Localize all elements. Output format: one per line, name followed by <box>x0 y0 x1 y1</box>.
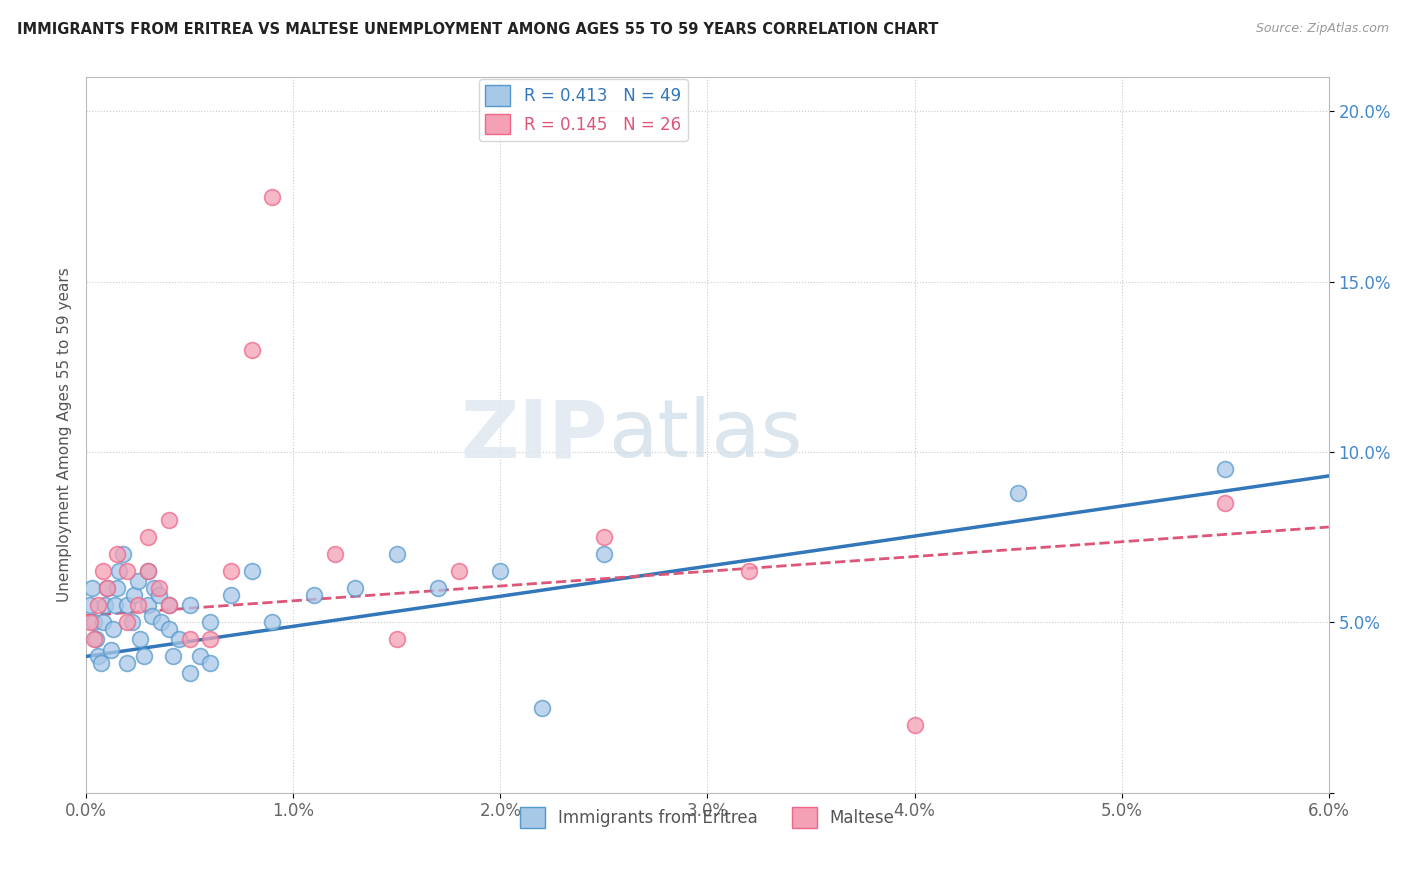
Text: IMMIGRANTS FROM ERITREA VS MALTESE UNEMPLOYMENT AMONG AGES 55 TO 59 YEARS CORREL: IMMIGRANTS FROM ERITREA VS MALTESE UNEMP… <box>17 22 938 37</box>
Point <box>530 700 553 714</box>
Y-axis label: Unemployment Among Ages 55 to 59 years: Unemployment Among Ages 55 to 59 years <box>58 268 72 602</box>
Point <box>82 582 104 596</box>
Point <box>129 632 152 647</box>
Point <box>344 582 367 596</box>
Point <box>87 599 110 613</box>
Point <box>427 582 450 596</box>
Point <box>240 564 263 578</box>
Point <box>162 649 184 664</box>
Point <box>157 599 180 613</box>
Point <box>127 599 149 613</box>
Point <box>91 615 114 630</box>
Point <box>148 582 170 596</box>
Point <box>738 564 761 578</box>
Point <box>117 599 139 613</box>
Point <box>100 642 122 657</box>
Point <box>105 547 128 561</box>
Point <box>240 343 263 357</box>
Point <box>96 582 118 596</box>
Point <box>219 564 242 578</box>
Text: ZIP: ZIP <box>461 396 607 474</box>
Point <box>136 530 159 544</box>
Point <box>323 547 346 561</box>
Point <box>592 547 614 561</box>
Point <box>117 657 139 671</box>
Point <box>86 632 108 647</box>
Point <box>104 599 127 613</box>
Point <box>302 588 325 602</box>
Point <box>489 564 512 578</box>
Point <box>179 666 201 681</box>
Point <box>132 649 155 664</box>
Point <box>385 547 408 561</box>
Point <box>83 615 105 630</box>
Point <box>1213 496 1236 510</box>
Point <box>200 657 222 671</box>
Point <box>149 615 172 630</box>
Point <box>127 574 149 589</box>
Point <box>101 622 124 636</box>
Point <box>136 564 159 578</box>
Text: atlas: atlas <box>607 396 803 474</box>
Point <box>157 622 180 636</box>
Point <box>136 599 159 613</box>
Legend: Immigrants from Eritrea, Maltese: Immigrants from Eritrea, Maltese <box>513 801 901 834</box>
Point <box>157 513 180 527</box>
Point <box>121 615 143 630</box>
Point <box>385 632 408 647</box>
Point <box>91 564 114 578</box>
Point <box>592 530 614 544</box>
Point <box>447 564 470 578</box>
Point <box>1007 486 1029 500</box>
Point <box>200 615 222 630</box>
Point <box>79 615 101 630</box>
Point <box>83 632 105 647</box>
Point <box>262 615 284 630</box>
Point <box>112 547 135 561</box>
Point <box>90 657 112 671</box>
Point <box>157 599 180 613</box>
Point <box>179 599 201 613</box>
Point <box>169 632 191 647</box>
Point <box>136 564 159 578</box>
Point <box>117 615 139 630</box>
Point <box>87 649 110 664</box>
Point <box>219 588 242 602</box>
Point <box>1213 462 1236 476</box>
Point <box>105 582 128 596</box>
Point <box>200 632 222 647</box>
Point <box>93 599 115 613</box>
Point <box>79 599 101 613</box>
Text: Source: ZipAtlas.com: Source: ZipAtlas.com <box>1256 22 1389 36</box>
Point <box>122 588 145 602</box>
Point <box>188 649 211 664</box>
Point <box>262 189 284 203</box>
Point <box>96 582 118 596</box>
Point <box>117 564 139 578</box>
Point <box>179 632 201 647</box>
Point <box>141 608 163 623</box>
Point <box>903 717 925 731</box>
Point <box>148 588 170 602</box>
Point <box>143 582 166 596</box>
Point <box>108 564 131 578</box>
